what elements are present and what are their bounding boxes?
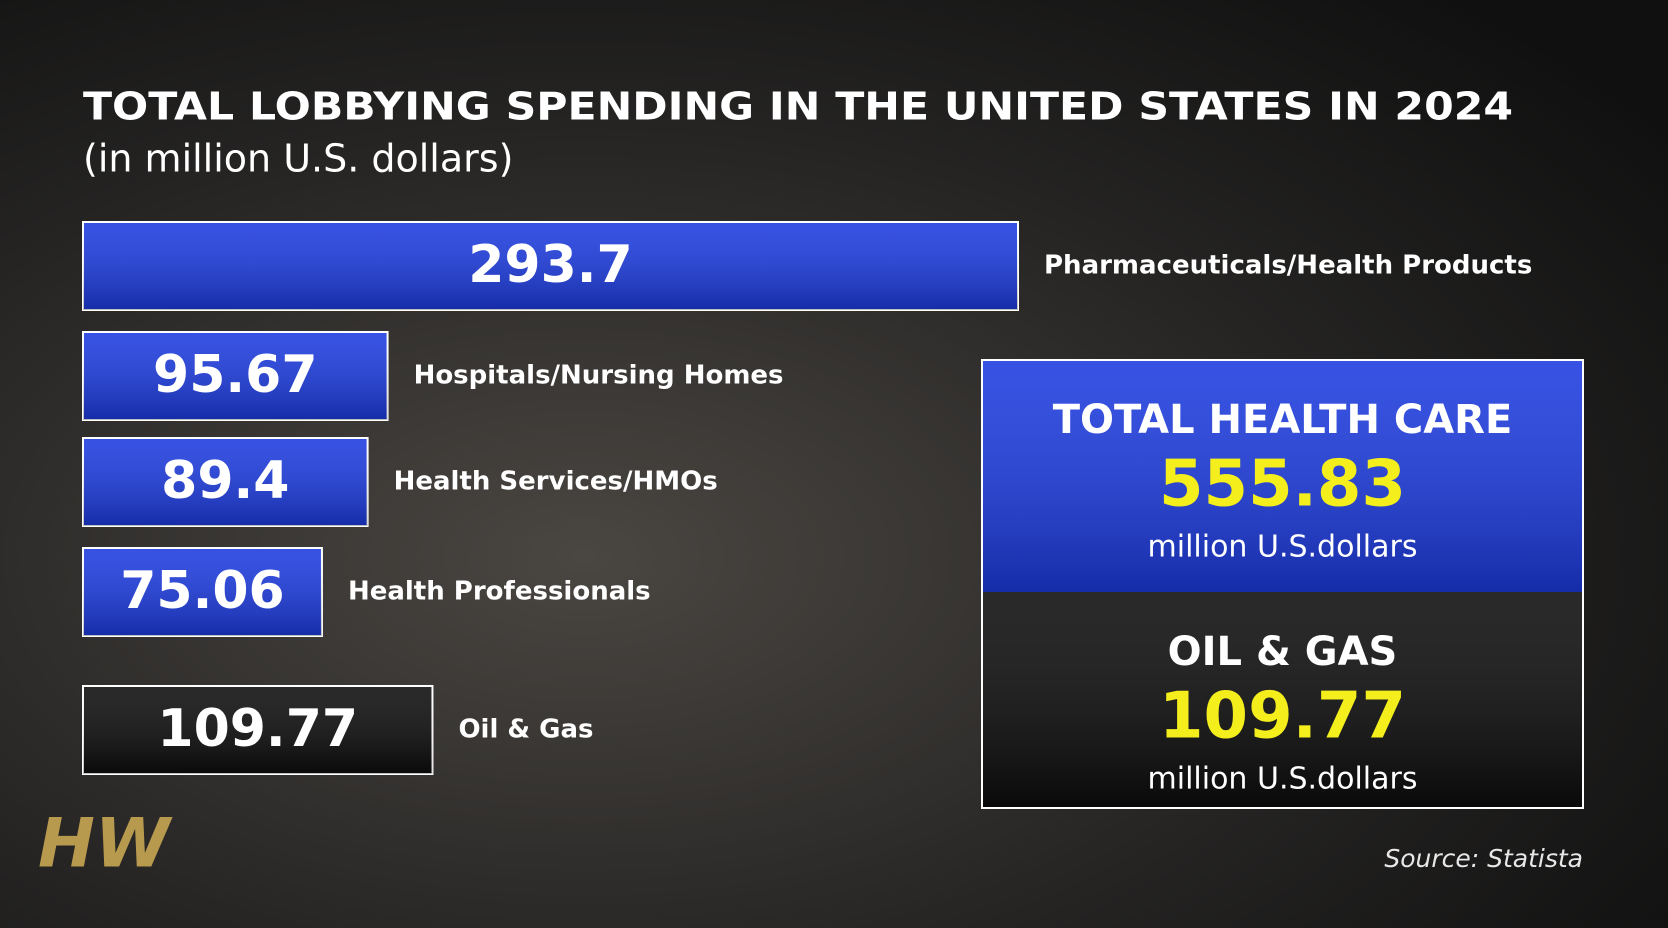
category-label: Pharmaceuticals/Health Products bbox=[1044, 251, 1532, 281]
logo: HW bbox=[38, 805, 173, 884]
summary-unit: million U.S.dollars bbox=[1148, 762, 1418, 797]
summary-value: 109.77 bbox=[1159, 680, 1406, 754]
bar-shade bbox=[83, 438, 368, 526]
category-label: Health Professionals bbox=[348, 577, 651, 607]
bar-shade bbox=[83, 222, 1018, 310]
summary-label: TOTAL HEALTH CARE bbox=[1053, 397, 1513, 443]
category-label: Oil & Gas bbox=[458, 715, 593, 745]
chart-subtitle: (in million U.S. dollars) bbox=[83, 137, 513, 181]
summary-label: OIL & GAS bbox=[1168, 629, 1398, 675]
chart-title: TOTAL LOBBYING SPENDING IN THE UNITED ST… bbox=[83, 85, 1513, 129]
summary-unit: million U.S.dollars bbox=[1148, 530, 1418, 565]
summary-shade bbox=[982, 360, 1583, 592]
bar-shade bbox=[83, 548, 322, 636]
source: Source: Statista bbox=[1384, 844, 1583, 873]
value-label: 89.4 bbox=[161, 451, 289, 511]
value-label: 75.06 bbox=[120, 561, 284, 621]
summary-border bbox=[981, 359, 1584, 809]
category-label: Health Services/HMOs bbox=[394, 467, 718, 497]
value-label: 109.77 bbox=[157, 699, 358, 759]
summary-value: 555.83 bbox=[1159, 448, 1406, 522]
value-label: 293.7 bbox=[468, 235, 632, 295]
summary-shade bbox=[982, 592, 1583, 808]
category-label: Hospitals/Nursing Homes bbox=[414, 361, 784, 391]
bar-shade bbox=[83, 332, 388, 420]
value-label: 95.67 bbox=[153, 345, 317, 405]
bar-shade bbox=[83, 686, 433, 774]
